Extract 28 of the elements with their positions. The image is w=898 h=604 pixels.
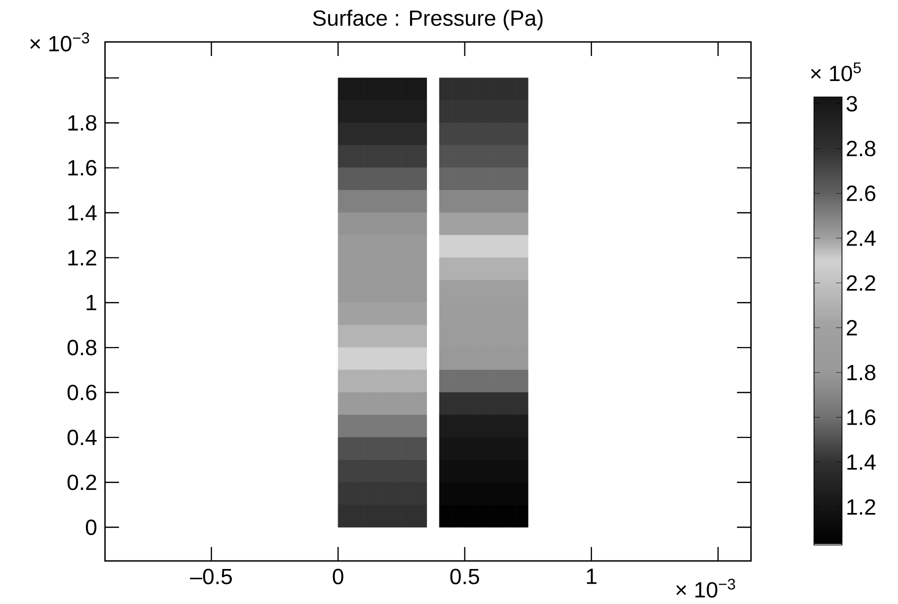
color-bar-label: 2.4: [846, 230, 876, 246]
x-tick-label: 0: [332, 568, 344, 584]
chart-title: Surface : Pressure (Pa): [313, 10, 543, 30]
x-tick-label: 0.5: [450, 568, 480, 584]
x-tick-label: 1: [586, 568, 596, 584]
y-tick-label: 1.4: [68, 205, 97, 220]
color-bar-label: 2.2: [846, 275, 876, 291]
color-bar-label: 1.6: [847, 410, 876, 426]
y-tick-label: 0: [86, 520, 96, 536]
color-bar-label: 2.8: [846, 140, 876, 156]
color-bar-label: 2.6: [846, 186, 876, 202]
color-bar-title: × 10$^{5}$: [811, 62, 861, 82]
color-bar-label: 2: [846, 320, 857, 336]
y-tick-label: 1.2: [68, 250, 96, 266]
color-bar-label: 1.2: [847, 499, 876, 515]
x-axis-title: × 10$^{−3}$: [676, 578, 736, 598]
y-tick-label: 0.4: [68, 430, 97, 446]
y-tick-label: 0.6: [68, 384, 96, 400]
y-tick-label: 0.8: [68, 340, 96, 356]
y-tick-label: 1.8: [68, 115, 96, 131]
y-tick-label: 0.2: [68, 474, 96, 490]
color-bar-label: 1.4: [847, 454, 876, 470]
y-axis-title: × 10$^{−3}$: [30, 32, 90, 52]
y-tick-label: 1.6: [68, 160, 96, 176]
color-bar-label: 3: [846, 96, 857, 112]
x-tick-label: –0.5: [190, 568, 232, 584]
y-tick-label: 1: [86, 295, 96, 310]
color-bar-label: 1.8: [847, 364, 876, 380]
